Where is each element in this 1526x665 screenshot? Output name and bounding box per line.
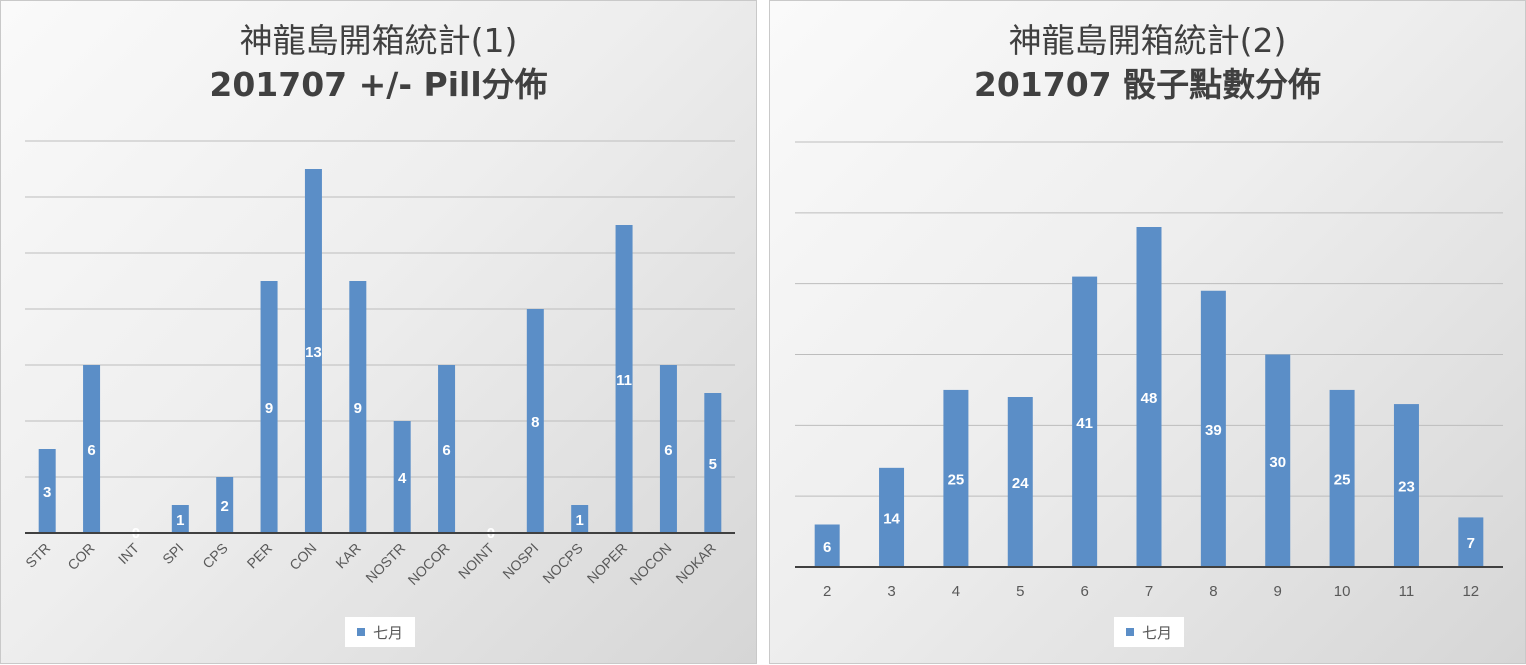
chart-legend: 七月 [345,617,415,647]
chart-panel-dice: 神龍島開箱統計(2) 201707 骰子點數分佈 6 2 14 3 25 4 24 5 41 6 4… [769,0,1526,664]
bar [438,365,456,533]
x-tick-label: NOCPS [539,540,586,587]
data-label: 7 [1467,535,1475,552]
bar [615,225,633,533]
bar [1458,517,1484,567]
data-label: 25 [948,471,965,488]
x-tick-label: 3 [887,583,895,600]
data-label: 3 [43,484,51,501]
bar [1136,227,1162,567]
data-label: 4 [398,470,407,487]
bar [1072,276,1098,567]
x-tick-label: NOINT [455,539,497,581]
data-label: 6 [442,442,450,459]
data-label: 30 [1269,454,1286,471]
data-label: 6 [87,442,95,459]
x-tick-label: 7 [1145,583,1153,600]
bar [216,477,234,533]
x-tick-label: 9 [1274,583,1282,600]
data-label: 5 [709,456,717,473]
x-tick-label: SPI [159,540,186,567]
x-tick-label: NOKAR [672,540,719,587]
bar [659,365,677,533]
bar [879,467,905,567]
data-label: 6 [823,539,831,556]
chart-title-line2: 201707 +/- Pill分佈 [209,65,548,104]
bar [171,505,189,533]
x-tick-label: NOCON [626,540,674,588]
data-label: 2 [221,498,229,515]
data-label: 39 [1205,422,1222,439]
bar [1329,389,1355,567]
chart-title-line1: 神龍島開箱統計(1) [239,21,518,60]
data-label: 24 [1012,475,1029,492]
bar [38,449,56,533]
x-tick-label: NOSPI [499,540,541,582]
x-tick-label: 10 [1334,583,1351,600]
bar [571,505,589,533]
bar [83,365,101,533]
x-tick-label: 5 [1016,583,1024,600]
x-tick-label: 12 [1462,583,1479,600]
chart-panel-pill: 神龍島開箱統計(1) 201707 +/- Pill分佈 3STR6COR0IN… [0,0,757,664]
chart-title: 神龍島開箱統計(1) 201707 +/- Pill分佈 [1,19,756,107]
bar [814,524,840,567]
legend-label: 七月 [372,623,403,642]
chart-legend: 七月 [1114,617,1184,647]
legend-label: 七月 [1141,623,1172,642]
x-tick-label: NOCOR [405,540,453,588]
x-tick-label: CON [286,540,319,573]
data-label: 13 [305,344,322,361]
data-label: 9 [354,400,362,417]
data-label: 6 [664,442,672,459]
bar-chart-dice: 6 2 14 3 25 4 24 5 41 6 48 7 39 8 30 9 25 10 23 11 7 12 [795,141,1503,600]
x-tick-label: COR [64,540,97,573]
bar [1007,397,1033,567]
bar-chart-pill: 3STR6COR0INT1SPI2CPS9PER13CON9KAR4NOSTR6… [22,140,735,588]
data-label: 25 [1334,471,1351,488]
data-label: 41 [1076,415,1093,432]
x-tick-label: 8 [1209,583,1217,600]
bar [260,281,278,533]
x-tick-label: 11 [1399,583,1415,600]
chart-title-line1: 神龍島開箱統計(2) [1008,21,1287,60]
bar [526,309,544,533]
x-tick-label: STR [22,540,53,571]
bar [1200,290,1226,567]
x-tick-label: CPS [199,540,231,572]
bar [349,281,367,533]
data-label: 23 [1398,479,1415,496]
data-label: 8 [531,414,539,431]
data-label: 11 [616,372,632,389]
x-tick-label: 2 [823,583,831,600]
bar [943,389,969,567]
data-label: 48 [1141,390,1158,407]
x-tick-label: 6 [1080,583,1088,600]
legend-swatch [356,628,365,636]
x-tick-label: NOSTR [362,540,408,586]
data-label: 1 [576,512,584,529]
bar [704,393,722,533]
data-label: 14 [883,510,900,527]
legend-swatch [1125,628,1134,636]
bar [393,421,411,533]
x-tick-label: NOPER [584,540,631,587]
chart-title-line2: 201707 骰子點數分佈 [973,65,1322,104]
chart-title: 神龍島開箱統計(2) 201707 骰子點數分佈 [770,19,1525,107]
bar [1393,404,1419,567]
data-label: 9 [265,400,273,417]
x-tick-label: PER [244,540,276,572]
data-label: 1 [176,512,184,529]
x-tick-label: INT [115,539,143,567]
bar [304,169,322,533]
bar [1265,354,1291,567]
x-tick-label: 4 [952,583,960,600]
x-tick-label: KAR [332,540,364,572]
